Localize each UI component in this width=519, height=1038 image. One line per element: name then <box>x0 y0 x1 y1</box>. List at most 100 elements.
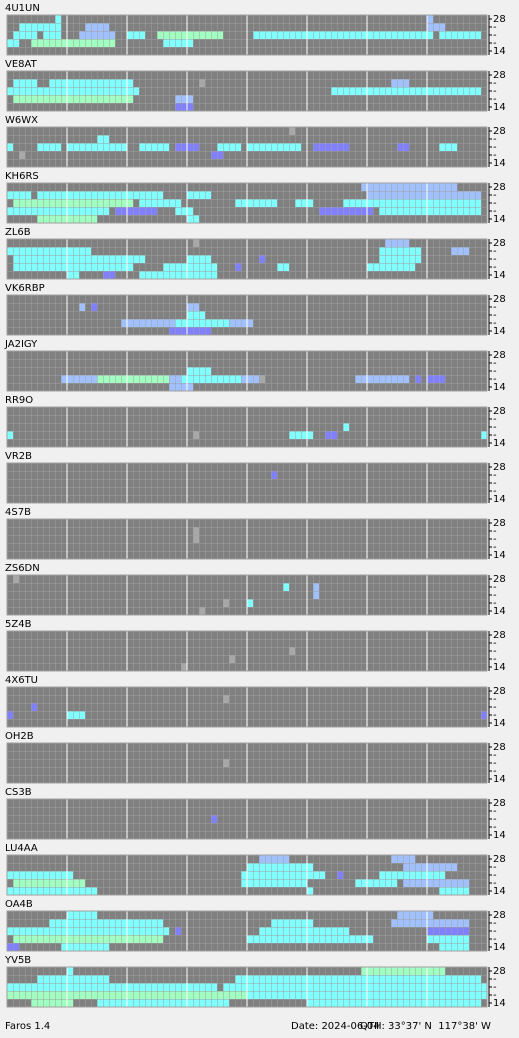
station-name: LU4AA <box>5 843 38 854</box>
band-label: - <box>493 302 497 313</box>
grid-border <box>6 294 488 336</box>
station-name: KH6RS <box>5 171 39 182</box>
band-label: - <box>493 934 497 945</box>
band-label: - <box>493 918 497 929</box>
band-label: 28 <box>493 910 506 921</box>
grid-border <box>6 854 488 896</box>
station-name: 5Z4B <box>5 619 32 630</box>
band-label: 14 <box>493 214 506 225</box>
station-name: RR9O <box>5 395 33 406</box>
station-name: 4S7B <box>5 507 31 518</box>
band-label: - <box>493 430 497 441</box>
band-label: 28 <box>493 686 506 697</box>
band-label: 28 <box>493 126 506 137</box>
band-label: - <box>493 598 497 609</box>
band-label: - <box>493 30 497 41</box>
band-label: - <box>493 526 497 537</box>
band-label: 14 <box>493 718 506 729</box>
band-label: - <box>493 582 497 593</box>
band-label: 28 <box>493 182 506 193</box>
band-label: - <box>493 358 497 369</box>
band-label: 28 <box>493 966 506 977</box>
band-label: - <box>493 822 497 833</box>
band-label: - <box>493 870 497 881</box>
band-label: 28 <box>493 14 506 25</box>
app-version: Faros 1.4 <box>5 1021 50 1032</box>
grid-border <box>6 798 488 840</box>
band-label: 14 <box>493 662 506 673</box>
grid-border <box>6 518 488 560</box>
band-label: - <box>493 310 497 321</box>
band-label: - <box>493 646 497 657</box>
grid-border <box>6 126 488 168</box>
band-label: 28 <box>493 238 506 249</box>
band-label: - <box>493 814 497 825</box>
band-label: 28 <box>493 350 506 361</box>
band-label: 14 <box>493 830 506 841</box>
station-name: W6WX <box>5 115 38 126</box>
station-name: OA4B <box>5 899 33 910</box>
station-name: ZL6B <box>5 227 31 238</box>
band-label: 14 <box>493 46 506 57</box>
band-label: - <box>493 134 497 145</box>
band-label: - <box>493 982 497 993</box>
band-label: 14 <box>493 102 506 113</box>
grid-border <box>6 742 488 784</box>
grid-border <box>6 910 488 952</box>
band-label: - <box>493 206 497 217</box>
band-label: 28 <box>493 798 506 809</box>
band-label: 28 <box>493 742 506 753</box>
station-name: CS3B <box>5 787 32 798</box>
band-label: - <box>493 198 497 209</box>
station-name: ZS6DN <box>5 563 40 574</box>
band-label: 28 <box>493 574 506 585</box>
band-label: 28 <box>493 854 506 865</box>
band-label: - <box>493 806 497 817</box>
band-label: - <box>493 86 497 97</box>
band-label: - <box>493 590 497 601</box>
station-name: JA2IGY <box>4 339 38 350</box>
band-label: 28 <box>493 70 506 81</box>
band-label: - <box>493 78 497 89</box>
band-label: - <box>493 534 497 545</box>
station-name: 4X6TU <box>5 675 38 686</box>
band-label: 14 <box>493 942 506 953</box>
station-name: VR2B <box>5 451 32 462</box>
band-label: - <box>493 94 497 105</box>
band-label: 14 <box>493 494 506 505</box>
grid-border <box>6 238 488 280</box>
band-label: - <box>493 638 497 649</box>
band-label: 14 <box>493 438 506 449</box>
station-name: VK6RBP <box>5 283 45 294</box>
grid-border <box>6 686 488 728</box>
band-label: - <box>493 710 497 721</box>
band-label: - <box>493 38 497 49</box>
band-label: - <box>493 654 497 665</box>
band-label: 14 <box>493 270 506 281</box>
grid-border <box>6 14 488 56</box>
station-name: YV5B <box>4 955 31 966</box>
band-label: - <box>493 478 497 489</box>
band-label: - <box>493 414 497 425</box>
date: Date: 2024-06-04 <box>291 1021 380 1032</box>
band-label: - <box>493 150 497 161</box>
band-label: - <box>493 542 497 553</box>
band-label: - <box>493 758 497 769</box>
band-label: 14 <box>493 606 506 617</box>
band-label: 28 <box>493 518 506 529</box>
band-label: - <box>493 22 497 33</box>
grid-border <box>6 182 488 224</box>
grid-border <box>6 574 488 616</box>
band-label: - <box>493 878 497 889</box>
band-label: - <box>493 374 497 385</box>
band-label: 28 <box>493 406 506 417</box>
band-label: 14 <box>493 158 506 169</box>
band-label: 14 <box>493 382 506 393</box>
band-label: 28 <box>493 630 506 641</box>
qth: QTH: 33°37' N 117°38' W <box>360 1021 491 1032</box>
grid-border <box>6 350 488 392</box>
band-label: - <box>493 694 497 705</box>
grid-border <box>6 630 488 672</box>
band-label: 28 <box>493 462 506 473</box>
